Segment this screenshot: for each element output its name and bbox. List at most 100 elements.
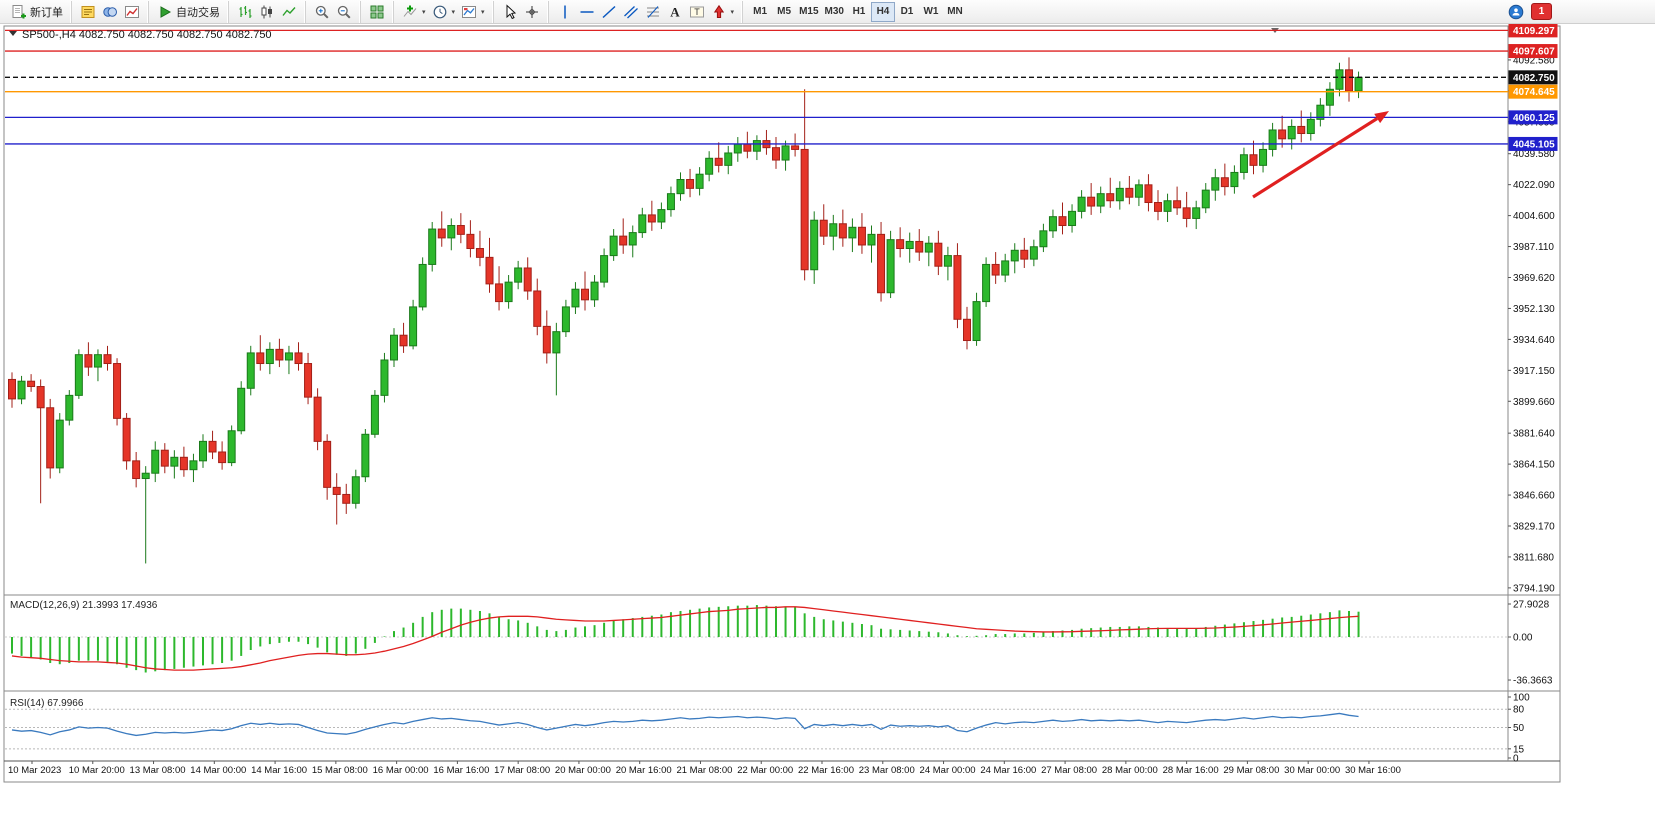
candle-body bbox=[294, 352, 303, 365]
timeframe-button-m30[interactable]: M30 bbox=[822, 2, 847, 22]
crosshair-icon bbox=[524, 4, 540, 20]
candle-body bbox=[237, 387, 246, 432]
connection-button[interactable] bbox=[1505, 2, 1527, 22]
notification-badge[interactable]: 1 bbox=[1531, 3, 1552, 20]
candle-body bbox=[752, 140, 761, 152]
candlestick-chart-button[interactable] bbox=[256, 2, 278, 22]
timeframe-button-m15[interactable]: M15 bbox=[796, 2, 821, 22]
tile-windows-button[interactable] bbox=[366, 2, 388, 22]
autotrading-button[interactable]: 自动交易 bbox=[154, 2, 223, 22]
time-axis-label: 16 Mar 16:00 bbox=[433, 765, 489, 776]
cursor-button[interactable] bbox=[499, 2, 521, 22]
toolbar-group-windows bbox=[360, 0, 393, 23]
candle-body bbox=[132, 460, 141, 480]
candle-body bbox=[1211, 177, 1220, 191]
zoom-out-icon bbox=[336, 4, 352, 20]
navigator-button[interactable] bbox=[121, 2, 143, 22]
candle-body bbox=[113, 363, 122, 419]
time-axis-label: 16 Mar 00:00 bbox=[373, 765, 429, 776]
channel-button[interactable] bbox=[620, 2, 642, 22]
toolbar-group-zoom bbox=[305, 0, 360, 23]
candle-body bbox=[1144, 184, 1153, 204]
candle-body bbox=[218, 451, 227, 464]
candle-body bbox=[428, 228, 437, 265]
price-axis-label: 3987.110 bbox=[1513, 242, 1554, 253]
candle-body bbox=[370, 394, 379, 435]
timeframe-button-m1[interactable]: M1 bbox=[748, 2, 772, 22]
zoom-out-button[interactable] bbox=[333, 2, 355, 22]
market-watch-button[interactable] bbox=[99, 2, 121, 22]
time-axis-label: 21 Mar 08:00 bbox=[676, 765, 732, 776]
dropdown-caret-icon[interactable]: ▾ bbox=[730, 8, 735, 16]
candle-body bbox=[934, 242, 943, 267]
text-button[interactable]: A bbox=[664, 2, 686, 22]
candle-body bbox=[1154, 202, 1162, 212]
periods-button[interactable]: ▾ bbox=[429, 2, 459, 22]
templates-button[interactable]: ▾ bbox=[458, 2, 488, 22]
candle-body bbox=[514, 267, 523, 283]
timeframe-button-mn[interactable]: MN bbox=[943, 2, 967, 22]
candle-body bbox=[46, 407, 55, 469]
time-axis-label: 14 Mar 00:00 bbox=[190, 765, 246, 776]
candle-body bbox=[1020, 249, 1029, 260]
textlabel-icon: T bbox=[689, 4, 705, 20]
time-axis-label: 27 Mar 08:00 bbox=[1041, 765, 1097, 776]
zoom-in-button[interactable] bbox=[311, 2, 333, 22]
dropdown-caret-icon[interactable]: ▾ bbox=[481, 8, 485, 16]
candle-body bbox=[1048, 216, 1057, 232]
fibonacci-button[interactable] bbox=[642, 2, 664, 22]
candle-body bbox=[1134, 184, 1143, 198]
macd-axis-label: 27.9028 bbox=[1513, 599, 1550, 610]
dropdown-caret-icon[interactable]: ▾ bbox=[422, 8, 426, 16]
connection-icon bbox=[1508, 4, 1524, 20]
shapes-icon bbox=[711, 4, 727, 20]
metaeditor-button[interactable] bbox=[77, 2, 99, 22]
one-click-trading-arrow-icon[interactable] bbox=[9, 31, 17, 36]
timeframe-button-h4[interactable]: H4 bbox=[870, 1, 895, 22]
indicators-icon bbox=[402, 4, 418, 20]
candle-body bbox=[581, 288, 589, 301]
price-axis-label: 3899.660 bbox=[1513, 397, 1555, 408]
timeframe-button-d1[interactable]: D1 bbox=[895, 2, 919, 22]
svg-text:T: T bbox=[694, 7, 700, 17]
trend-arrow-annotation[interactable] bbox=[1252, 117, 1379, 199]
indicators-button[interactable]: ▾ bbox=[399, 2, 429, 22]
candle-body bbox=[265, 348, 274, 365]
time-axis-label: 29 Mar 08:00 bbox=[1223, 765, 1279, 776]
toolbar-group-system bbox=[71, 0, 148, 23]
bar-chart-button[interactable] bbox=[234, 2, 256, 22]
text-label-button[interactable]: T bbox=[686, 2, 708, 22]
arrows-button[interactable]: ▾ bbox=[708, 2, 738, 22]
candle-body bbox=[1039, 230, 1048, 248]
candle-body bbox=[561, 306, 570, 333]
rsi-line bbox=[11, 712, 1359, 737]
price-axis-label: 3917.150 bbox=[1513, 366, 1555, 377]
timeframe-button-h1[interactable]: H1 bbox=[847, 2, 871, 22]
time-axis-label: 30 Mar 00:00 bbox=[1284, 765, 1340, 776]
candle-body bbox=[27, 380, 36, 388]
candle-body bbox=[886, 239, 895, 294]
text-icon: A bbox=[667, 4, 683, 20]
candle-body bbox=[1087, 196, 1096, 207]
vertical-line-button[interactable] bbox=[554, 2, 576, 22]
price-axis-label: 3811.680 bbox=[1513, 552, 1554, 563]
new-order-button[interactable]: 新订单 bbox=[8, 2, 66, 22]
resistance-line-upper-badge-label: 4109.297 bbox=[1513, 26, 1555, 37]
timeframe-button-w1[interactable]: W1 bbox=[919, 2, 943, 22]
timeframe-button-m5[interactable]: M5 bbox=[772, 2, 796, 22]
trend-arrow-head[interactable] bbox=[1374, 111, 1389, 124]
candle-body bbox=[103, 354, 112, 365]
time-axis-label: 20 Mar 16:00 bbox=[616, 765, 672, 776]
horizontal-line-button[interactable] bbox=[576, 2, 598, 22]
dropdown-caret-icon[interactable]: ▾ bbox=[451, 8, 456, 16]
time-axis-label: 10 Mar 20:00 bbox=[69, 765, 125, 776]
crosshair-button[interactable] bbox=[521, 2, 543, 22]
price-axis-label: 3864.150 bbox=[1513, 460, 1555, 471]
line-chart-button[interactable] bbox=[278, 2, 300, 22]
candle-body bbox=[1325, 88, 1334, 106]
candle-body bbox=[199, 440, 207, 462]
trendline-button[interactable] bbox=[598, 2, 620, 22]
bar-chart-icon bbox=[237, 4, 253, 20]
candle-body bbox=[495, 283, 504, 303]
